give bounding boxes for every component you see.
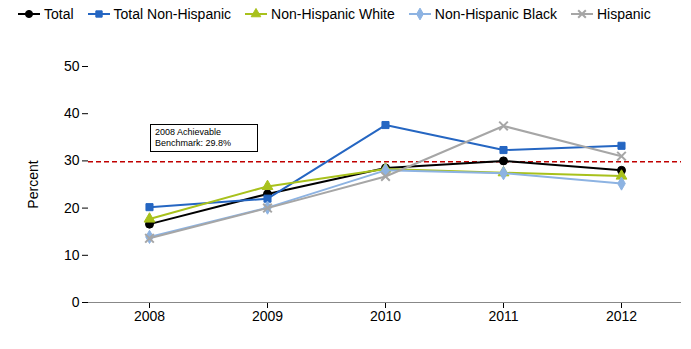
svg-text:0: 0 bbox=[72, 294, 80, 310]
svg-text:2011: 2011 bbox=[488, 308, 518, 324]
svg-text:Percent: Percent bbox=[25, 160, 41, 208]
svg-text:2012: 2012 bbox=[606, 308, 637, 324]
svg-text:20: 20 bbox=[64, 200, 80, 216]
html-text:Hispanic: Hispanic bbox=[597, 6, 651, 22]
svg-text:10: 10 bbox=[64, 247, 80, 263]
svg-text:30: 30 bbox=[64, 152, 80, 168]
svg-text:2008: 2008 bbox=[134, 308, 165, 324]
html-text:2008 Achievable Benchmark: 29.: 2008 Achievable Benchmark: 29.8% bbox=[155, 127, 231, 148]
html-text:Total: Total bbox=[44, 6, 74, 22]
svg-text:40: 40 bbox=[64, 105, 80, 121]
html-text:Total Non-Hispanic: Total Non-Hispanic bbox=[113, 6, 232, 22]
svg-text:2009: 2009 bbox=[252, 308, 283, 324]
html-text:Non-Hispanic Black: Non-Hispanic Black bbox=[434, 6, 557, 22]
html-text:Non-Hispanic White: Non-Hispanic White bbox=[271, 6, 395, 22]
svg-text:2010: 2010 bbox=[370, 308, 401, 324]
svg-text:50: 50 bbox=[64, 58, 80, 74]
